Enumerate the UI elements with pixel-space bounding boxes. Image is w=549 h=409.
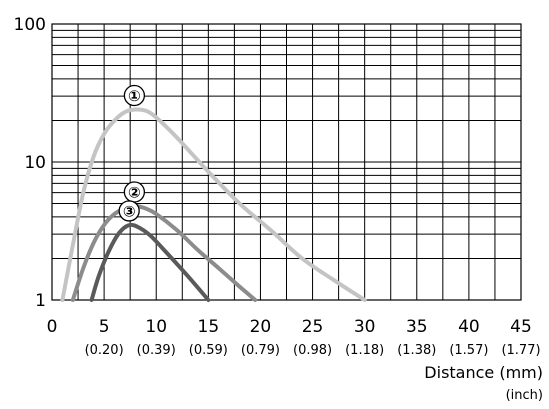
series-1-label-circle	[123, 84, 146, 107]
x-tick-label: 0	[47, 317, 58, 337]
x-tick-label: 30	[354, 317, 376, 337]
series-3-label: ③	[123, 202, 136, 220]
series-2-line	[70, 203, 258, 302]
x-tick-label-inch: (1.18)	[345, 343, 384, 358]
y-tick-label: 100	[14, 15, 46, 35]
series-2-label: ②	[128, 183, 141, 201]
x-axis-unit-label: (inch)	[506, 388, 543, 403]
labels: 1 10 100 0 5 10 15 20 25 30 35 40 45 (0.20) (0.39) (0.5…	[14, 15, 541, 358]
x-tick-label-inch: (1.57)	[449, 343, 488, 358]
x-tick-label: 35	[406, 317, 428, 337]
series-3-line	[89, 222, 211, 302]
plot-frame	[51, 23, 522, 301]
x-tick-label-inch: (0.98)	[293, 343, 332, 358]
x-tick-label: 5	[99, 317, 110, 337]
x-axis-label: Distance (mm)	[424, 363, 543, 382]
series-1-line	[60, 107, 367, 302]
x-tick-label: 15	[198, 317, 220, 337]
x-tick-label: 20	[250, 317, 272, 337]
x-tick-label: 40	[458, 317, 480, 337]
x-tick-label-inch: (0.20)	[85, 343, 124, 358]
grid	[51, 23, 522, 301]
y-tick-label: 1	[35, 291, 46, 311]
x-tick-label-inch: (0.79)	[241, 343, 280, 358]
x-tick-label: 45	[510, 317, 532, 337]
x-tick-label: 25	[302, 317, 324, 337]
curves	[60, 107, 367, 302]
series-1-label: ①	[128, 87, 141, 105]
series-3-label-circle	[118, 200, 140, 222]
x-tick-label-inch: (0.39)	[137, 343, 176, 358]
x-tick-label-inch: (1.38)	[397, 343, 436, 358]
x-tick-label-inch: (0.59)	[189, 343, 228, 358]
x-tick-label: 10	[145, 317, 167, 337]
x-tick-label-inch: (1.77)	[501, 343, 540, 358]
y-tick-label: 10	[24, 153, 46, 173]
